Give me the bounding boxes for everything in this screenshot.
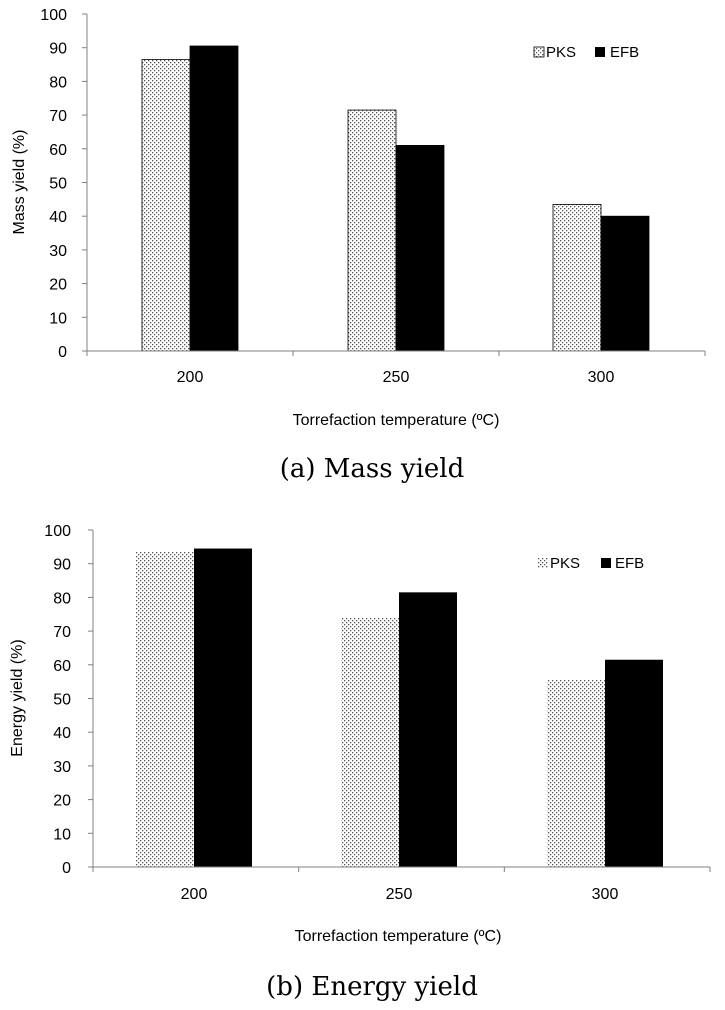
y-tick-label: 80 [53,590,71,607]
bar-efb-300 [605,659,663,867]
legend-b: PKS EFB [538,555,644,572]
y-tick-label: 100 [40,7,67,24]
y-axis-title-b: Energy yield (%) [9,639,26,756]
y-tick-label: 50 [49,176,67,193]
x-tick-label: 300 [592,886,619,903]
bar-pks-250 [341,617,399,867]
x-ticks-a: 200 250 300 [86,351,706,386]
y-tick-label: 10 [49,310,67,327]
caption-a: (a) Mass yield [280,454,464,484]
caption-b: (b) Energy yield [266,972,478,1002]
y-tick-label: 90 [49,41,67,58]
legend-a: PKS EFB [533,44,639,61]
x-tick-label: 300 [588,369,615,386]
legend-label-pks-a: PKS [546,44,576,61]
y-tick-label: 20 [49,277,67,294]
y-tick-label: 60 [53,658,71,675]
bars-a [141,45,650,352]
bar-pks-300 [547,679,605,867]
y-tick-label: 40 [53,725,71,742]
chart-mass-yield: 0 10 20 30 40 50 60 70 80 90 100 200 250 300 Mass yi… [11,7,706,484]
legend-label-efb-b: EFB [615,555,644,572]
y-tick-label: 50 [53,692,71,709]
bar-efb-300 [600,215,650,352]
y-tick-label: 20 [53,793,71,810]
bar-efb-250 [399,592,457,867]
legend-label-pks-b: PKS [550,555,580,572]
y-axis-title-a: Mass yield (%) [11,130,28,235]
legend-label-efb-a: EFB [610,44,639,61]
y-tick-label: 60 [49,142,67,159]
y-tick-label: 0 [62,860,71,877]
chart-energy-yield: 0 10 20 30 40 50 60 70 80 90 100 200 250 300 Energy … [9,523,711,1002]
y-tick-label: 0 [58,344,67,361]
x-tick-label: 250 [386,886,413,903]
x-tick-label: 200 [181,886,208,903]
x-tick-label: 200 [177,369,204,386]
x-ticks-b: 200 250 300 [92,867,711,903]
y-tick-label: 30 [49,243,67,260]
y-tick-label: 80 [49,74,67,91]
legend-swatch-efb-a [595,47,605,57]
y-tick-label: 70 [49,108,67,125]
bar-pks-200 [136,551,194,867]
y-ticks-b: 0 10 20 30 40 50 60 70 80 90 100 [44,523,93,877]
bar-pks-300 [552,204,602,352]
x-axis-title-a: Torrefaction temperature (ºC) [293,412,500,429]
y-ticks-a: 0 10 20 30 40 50 60 70 80 90 100 [40,7,87,361]
bar-efb-200 [189,45,239,352]
y-tick-label: 90 [53,557,71,574]
x-tick-label: 250 [383,369,410,386]
y-tick-label: 40 [49,209,67,226]
x-axis-title-b: Torrefaction temperature (ºC) [295,928,502,945]
bar-efb-200 [194,548,252,867]
bar-pks-200 [141,59,191,352]
y-tick-label: 10 [53,826,71,843]
bars-b [136,548,663,867]
legend-swatch-pks-b [538,558,548,568]
bar-pks-250 [347,109,397,352]
legend-swatch-efb-b [601,558,611,568]
y-tick-label: 70 [53,624,71,641]
y-tick-label: 100 [44,523,71,540]
y-tick-label: 30 [53,759,71,776]
legend-swatch-pks-a [533,46,545,58]
bar-efb-250 [395,145,445,352]
